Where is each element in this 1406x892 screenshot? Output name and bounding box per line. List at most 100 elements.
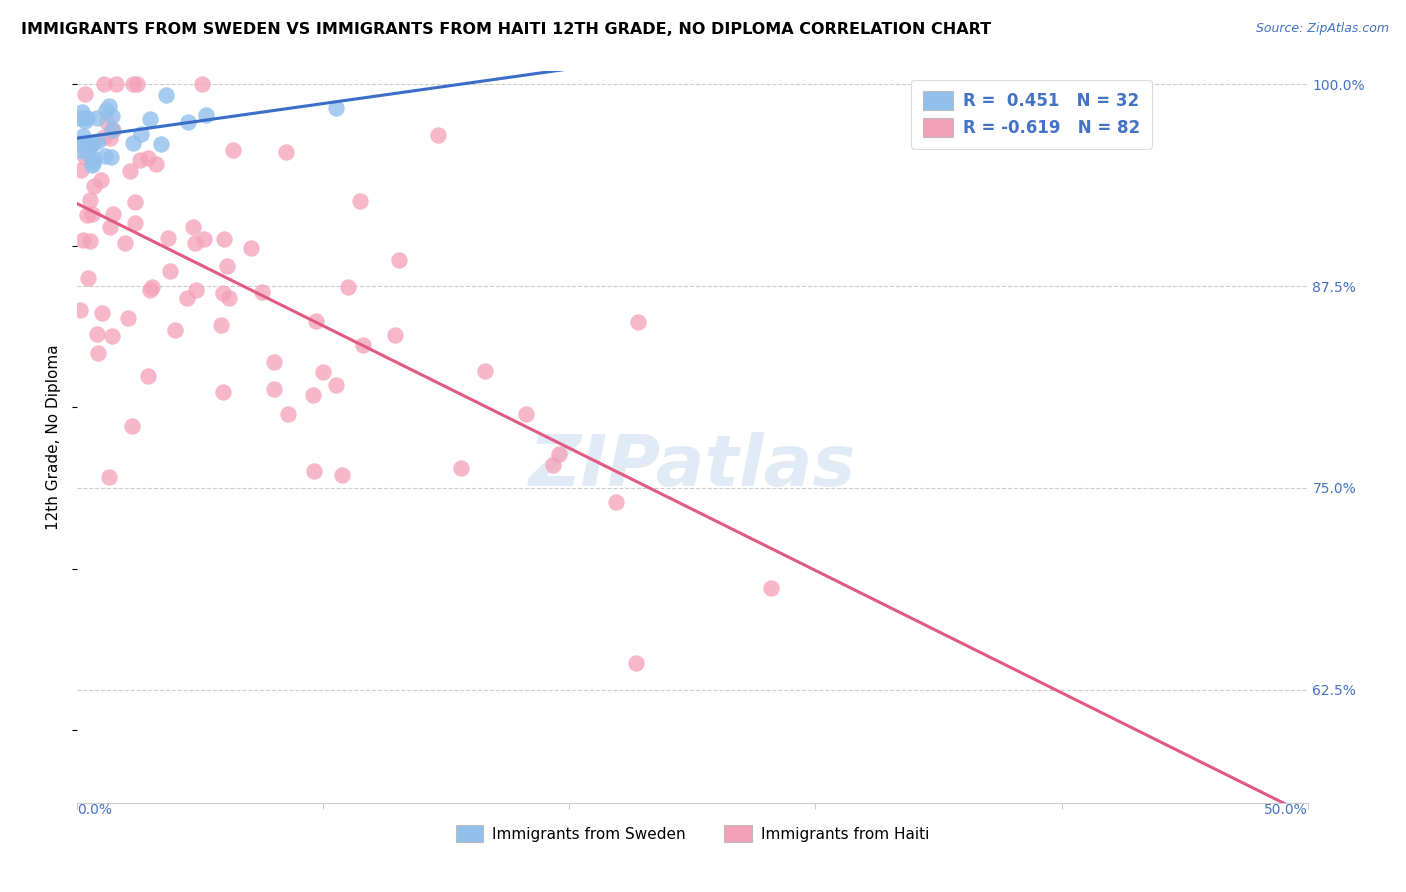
Point	[177, 114, 200, 128]
Point	[155, 87, 177, 102]
Point	[75, 111, 97, 125]
Point	[302, 464, 325, 478]
Point	[100, 122, 122, 136]
Point	[450, 461, 472, 475]
Point	[209, 318, 232, 332]
Point	[136, 368, 159, 383]
Point	[624, 656, 647, 670]
Y-axis label: 12th Grade, No Diploma: 12th Grade, No Diploma	[46, 344, 62, 530]
Point	[98, 470, 121, 484]
Point	[184, 235, 207, 250]
Point	[76, 111, 98, 125]
Point	[124, 195, 146, 210]
Point	[305, 314, 328, 328]
Legend: Immigrants from Sweden, Immigrants from Haiti: Immigrants from Sweden, Immigrants from …	[450, 819, 935, 847]
Point	[541, 458, 564, 473]
Point	[90, 173, 112, 187]
Point	[94, 149, 117, 163]
Point	[336, 280, 359, 294]
Point	[349, 194, 371, 209]
Point	[156, 231, 179, 245]
Point	[215, 259, 238, 273]
Point	[73, 87, 96, 102]
Point	[87, 134, 110, 148]
Point	[218, 291, 240, 305]
Point	[193, 232, 215, 246]
Point	[79, 234, 101, 248]
Point	[83, 153, 105, 167]
Text: 0.0%: 0.0%	[77, 803, 112, 817]
Point	[186, 284, 208, 298]
Point	[96, 115, 118, 129]
Point	[98, 131, 121, 145]
Point	[150, 136, 173, 151]
Point	[181, 219, 204, 234]
Point	[759, 581, 782, 595]
Point	[117, 310, 139, 325]
Point	[83, 178, 105, 193]
Point	[325, 377, 347, 392]
Point	[122, 136, 145, 150]
Point	[240, 241, 263, 255]
Point	[69, 162, 91, 177]
Point	[80, 158, 103, 172]
Point	[120, 164, 142, 178]
Text: 50.0%: 50.0%	[1264, 803, 1308, 817]
Point	[87, 346, 110, 360]
Point	[129, 153, 152, 167]
Point	[139, 112, 162, 127]
Text: IMMIGRANTS FROM SWEDEN VS IMMIGRANTS FROM HAITI 12TH GRADE, NO DIPLOMA CORRELATI: IMMIGRANTS FROM SWEDEN VS IMMIGRANTS FRO…	[21, 22, 991, 37]
Point	[163, 323, 186, 337]
Point	[100, 109, 122, 123]
Point	[77, 271, 100, 285]
Point	[82, 207, 104, 221]
Point	[121, 419, 143, 434]
Point	[250, 285, 273, 299]
Point	[97, 99, 120, 113]
Point	[547, 447, 569, 461]
Point	[82, 135, 104, 149]
Point	[121, 78, 143, 92]
Point	[191, 77, 214, 91]
Point	[86, 327, 108, 342]
Point	[76, 208, 98, 222]
Point	[145, 156, 167, 170]
Point	[605, 495, 627, 509]
Point	[101, 123, 124, 137]
Point	[93, 77, 115, 91]
Point	[80, 138, 103, 153]
Point	[330, 468, 353, 483]
Point	[79, 193, 101, 207]
Point	[104, 77, 127, 91]
Point	[212, 285, 235, 300]
Point	[263, 355, 285, 369]
Point	[159, 264, 181, 278]
Point	[426, 128, 449, 142]
Point	[69, 111, 91, 125]
Text: Source: ZipAtlas.com: Source: ZipAtlas.com	[1256, 22, 1389, 36]
Point	[86, 111, 108, 125]
Point	[101, 328, 124, 343]
Point	[627, 315, 650, 329]
Point	[194, 108, 217, 122]
Point	[277, 408, 299, 422]
Point	[212, 384, 235, 399]
Point	[101, 207, 124, 221]
Point	[139, 283, 162, 297]
Point	[302, 388, 325, 402]
Point	[73, 136, 96, 150]
Point	[125, 77, 148, 91]
Point	[73, 150, 96, 164]
Point	[176, 291, 198, 305]
Point	[388, 252, 411, 267]
Point	[124, 216, 146, 230]
Point	[75, 114, 97, 128]
Point	[515, 407, 537, 421]
Point	[100, 150, 122, 164]
Point	[141, 280, 163, 294]
Point	[69, 137, 91, 152]
Point	[263, 382, 285, 396]
Point	[114, 235, 136, 250]
Point	[352, 338, 374, 352]
Point	[312, 365, 335, 379]
